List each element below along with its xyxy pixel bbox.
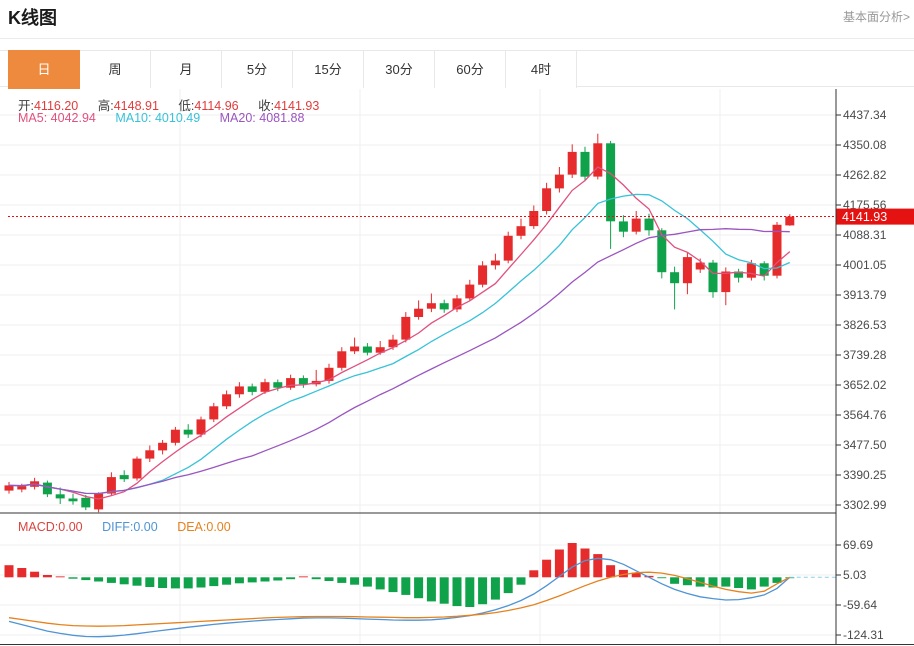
svg-text:3913.79: 3913.79 <box>843 288 887 302</box>
ma10-value: 4010.49 <box>154 111 201 125</box>
close-value: 4141.93 <box>274 99 320 113</box>
dea-value: 0.00 <box>206 520 231 534</box>
dea-label: DEA: <box>177 520 207 534</box>
svg-text:69.69: 69.69 <box>843 538 873 552</box>
diff-label: DIFF: <box>102 520 134 534</box>
tab-60min[interactable]: 60分 <box>435 51 506 88</box>
tab-30min[interactable]: 30分 <box>364 51 435 88</box>
svg-text:3390.25: 3390.25 <box>843 468 887 482</box>
interval-tabs: 日 周 月 5分 15分 30分 60分 4时 <box>0 50 914 89</box>
close-label: 收: <box>258 99 275 113</box>
tab-month[interactable]: 月 <box>151 51 222 88</box>
ma5-line <box>8 166 791 500</box>
candles <box>4 133 795 513</box>
macd-value: 0.00 <box>58 520 83 534</box>
tab-5min[interactable]: 5分 <box>222 51 293 88</box>
svg-text:4088.31: 4088.31 <box>843 228 887 242</box>
high-value: 4148.91 <box>113 99 159 113</box>
svg-text:3302.99: 3302.99 <box>843 498 887 512</box>
ma20-line <box>8 228 790 495</box>
svg-text:5.03: 5.03 <box>843 568 867 582</box>
header-divider <box>0 38 914 39</box>
low-value: 4114.96 <box>194 99 239 113</box>
high-label: 高: <box>97 99 114 113</box>
low-label: 低: <box>178 99 195 113</box>
ma20-value: 4081.88 <box>259 111 305 125</box>
tab-15min[interactable]: 15分 <box>293 51 364 88</box>
diff-value: 0.00 <box>133 520 158 534</box>
svg-text:-124.31: -124.31 <box>843 628 884 642</box>
svg-text:3564.76: 3564.76 <box>843 408 887 422</box>
ma20-label: MA20: <box>219 111 256 125</box>
last-price-badge: 4141.93 <box>836 208 914 225</box>
ma10-label: MA10: <box>115 111 152 125</box>
svg-text:4001.05: 4001.05 <box>843 258 887 272</box>
ma5-value: 4042.94 <box>50 111 96 125</box>
svg-text:4262.82: 4262.82 <box>843 168 887 182</box>
tab-day[interactable]: 日 <box>8 50 80 89</box>
svg-text:4141.93: 4141.93 <box>842 210 887 224</box>
dea-line <box>8 571 791 627</box>
open-value: 4116.20 <box>33 99 79 113</box>
tab-week[interactable]: 周 <box>80 51 151 88</box>
diff-line <box>8 557 791 638</box>
open-label: 开: <box>18 99 34 113</box>
svg-text:4350.08: 4350.08 <box>843 138 887 152</box>
ma5-label: MA5: <box>18 111 48 125</box>
svg-text:3652.02: 3652.02 <box>843 378 887 392</box>
ohlc-legend: 开:4116.20 高:4148.91 低:4114.96 收:4141.93 <box>18 95 335 114</box>
ma-legend: MA5: 4042.94 MA10: 4010.49 MA20: 4081.88 <box>18 111 320 125</box>
page-title: K线图 <box>8 8 57 28</box>
svg-text:4437.34: 4437.34 <box>843 108 887 122</box>
macd-legend: MACD:0.00 DIFF:0.00 DEA:0.00 <box>18 520 247 534</box>
gridlines <box>0 89 836 644</box>
macd-label: MACD: <box>18 520 59 534</box>
svg-text:4175.56: 4175.56 <box>843 198 887 212</box>
tab-4hour[interactable]: 4时 <box>506 51 577 88</box>
axis-frame <box>0 89 914 645</box>
fundamental-analysis-link[interactable]: 基本面分析> <box>842 10 910 24</box>
svg-text:3739.28: 3739.28 <box>843 348 887 362</box>
svg-text:3477.50: 3477.50 <box>843 438 887 452</box>
price-axis-labels: 4437.34 4350.08 4262.82 4175.56 4088.31 4001.… <box>836 108 887 642</box>
svg-text:-59.64: -59.64 <box>843 598 877 612</box>
svg-text:3826.53: 3826.53 <box>843 318 887 332</box>
macd-histogram <box>4 543 795 607</box>
